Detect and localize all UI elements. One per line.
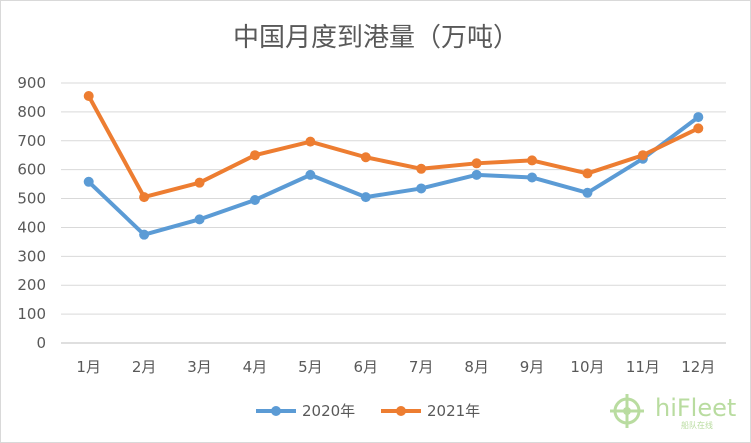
data-point [693,123,704,134]
series-2 [83,91,704,203]
data-point [637,150,648,161]
data-point [249,150,260,161]
data-point [194,177,205,188]
data-point [139,192,150,203]
x-tick-label: 9月 [520,358,545,376]
y-tick-label: 600 [17,161,46,179]
legend: 2020年 2021年 [256,402,480,420]
x-tick-label: 4月 [243,358,268,376]
data-point [471,158,482,169]
x-tick-label: 12月 [681,358,715,376]
x-tick-label: 8月 [464,358,489,376]
watermark: hiFleet 船队在线 [610,394,736,430]
x-tick-label: 11月 [626,358,660,376]
y-tick-label: 800 [17,103,46,121]
data-point [249,195,260,205]
data-point [360,192,371,203]
y-tick-label: 500 [17,190,46,208]
data-point [693,112,704,123]
legend-label: 2021年 [427,402,480,420]
data-point [471,169,482,180]
data-point [194,214,205,225]
data-point [305,136,316,147]
legend-swatch-marker [271,406,281,416]
watermark-logo: hiFleet [655,394,736,422]
x-tick-label: 1月 [76,358,101,376]
y-tick-label: 400 [17,218,46,236]
data-point [360,152,371,163]
series-line [86,115,701,237]
legend-label: 2020年 [302,402,355,420]
ship-wheel-icon [610,394,644,428]
y-tick-label: 0 [36,334,46,352]
x-tick-label: 10月 [570,358,604,376]
data-point [416,183,427,194]
data-point [527,172,538,183]
data-point [83,91,94,101]
data-point [305,169,316,180]
series-1 [83,112,704,240]
y-tick-label: 100 [17,305,46,323]
data-point [139,229,150,240]
x-tick-label: 7月 [409,358,434,376]
data-point [416,163,427,174]
gridlines [61,82,726,344]
legend-swatch-marker [396,406,406,416]
series-line [86,94,701,200]
y-tick-label: 300 [17,247,46,265]
x-axis-ticks: 1月 2月 3月 4月 5月 6月 7月 8月 9月 10月 11月 12月 [76,358,715,376]
x-tick-label: 6月 [354,358,379,376]
chart-title: 中国月度到港量（万吨） [233,23,519,53]
series-layer [83,91,704,240]
legend-item: 2021年 [381,402,480,420]
data-point [527,155,538,166]
x-tick-label: 5月 [298,358,323,376]
y-tick-label: 700 [17,132,46,150]
y-axis-ticks: 0 100 200 300 400 500 600 700 800 900 [17,74,46,352]
data-point [83,176,94,187]
x-tick-label: 3月 [187,358,212,376]
data-point [582,187,593,198]
data-point [582,168,593,179]
y-tick-label: 200 [17,276,46,294]
legend-item: 2020年 [256,402,355,420]
watermark-subtext: 船队在线 [681,420,713,430]
y-tick-label: 900 [17,74,46,92]
x-tick-label: 2月 [132,358,157,376]
